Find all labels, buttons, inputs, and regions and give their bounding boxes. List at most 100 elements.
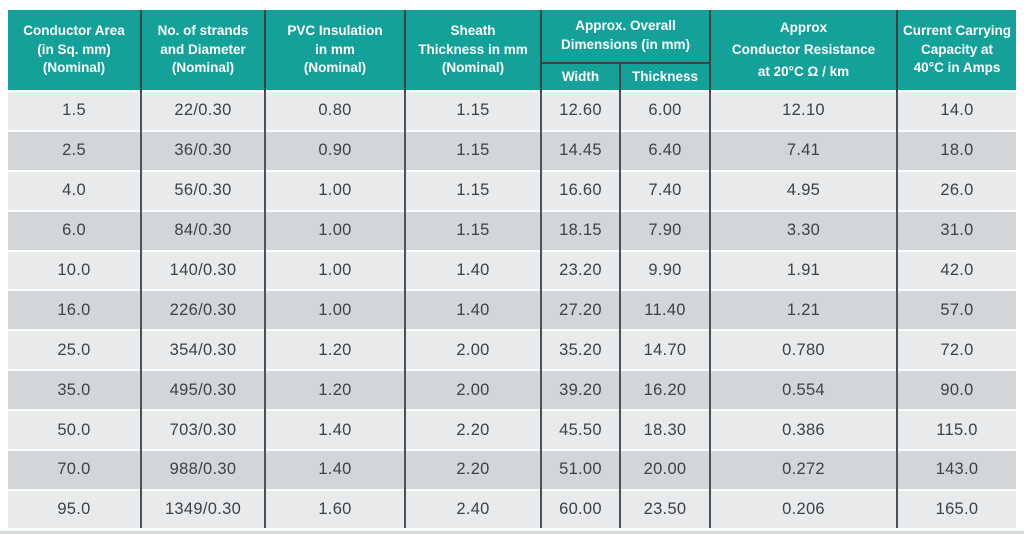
table-cell: 2.20 (404, 409, 541, 451)
table-cell: 57.0 (896, 289, 1017, 331)
table-cell: 115.0 (896, 409, 1017, 451)
col-header-strands-diameter: No. of strands and Diameter (Nominal) (140, 10, 266, 91)
table-cell: 7.90 (618, 209, 711, 251)
table-row: 35.0 495/0.30 1.20 2.00 39.20 16.20 0.554 90.0 (8, 369, 1017, 411)
table-cell: 6.40 (618, 129, 711, 171)
table-cell: 72.0 (896, 329, 1017, 371)
table-cell: 1.15 (404, 90, 541, 131)
table-cell: 26.0 (896, 169, 1017, 211)
table-row: 2.5 36/0.30 0.90 1.15 14.45 6.40 7.41 18.0 (8, 129, 1017, 171)
table-cell: 354/0.30 (140, 329, 265, 371)
page-bottom-edge (0, 531, 1024, 534)
table-cell: 14.0 (896, 90, 1017, 131)
header-row-main: Conductor Area (in Sq. mm) (Nominal) No.… (8, 10, 1017, 91)
table-cell: 1.00 (264, 289, 405, 331)
table-cell: 1.00 (264, 209, 405, 251)
table-cell: 70.0 (8, 449, 141, 490)
table-cell: 2.00 (404, 369, 541, 411)
table-cell: 703/0.30 (140, 409, 265, 451)
col-header-overall-dimensions: Approx. Overall Dimensions (in mm) (539, 10, 712, 63)
table-cell: 16.20 (618, 369, 711, 411)
col-header-conductor-resistance: Approx Conductor Resistance at 20°C Ω / … (709, 10, 899, 91)
table-cell: 90.0 (896, 369, 1017, 411)
table-cell: 1.5 (8, 90, 141, 131)
table-cell: 18.0 (896, 129, 1017, 171)
table-cell: 0.272 (709, 449, 898, 490)
table-cell: 1.40 (264, 409, 405, 451)
table-cell: 1.00 (264, 169, 405, 211)
table-cell: 6.00 (618, 90, 711, 131)
table-cell: 18.15 (540, 209, 620, 251)
table-cell: 95.0 (8, 488, 141, 528)
table-cell: 226/0.30 (140, 289, 265, 331)
table-cell: 1.40 (404, 289, 541, 331)
table-cell: 1.40 (404, 249, 541, 291)
table-cell: 1.40 (264, 449, 405, 490)
cable-spec-table: Conductor Area (in Sq. mm) (Nominal) No.… (8, 10, 1017, 528)
table-cell: 11.40 (618, 289, 711, 331)
table-cell: 22/0.30 (140, 90, 265, 131)
table-cell: 39.20 (540, 369, 620, 411)
table-cell: 1.60 (264, 488, 405, 528)
table-cell: 143.0 (896, 449, 1017, 490)
col-subheader-width: Width (541, 62, 621, 91)
table-cell: 35.20 (540, 329, 620, 371)
table-cell: 2.5 (8, 129, 141, 171)
table-cell: 14.70 (618, 329, 711, 371)
table-cell: 1.00 (264, 249, 405, 291)
table-cell: 16.60 (540, 169, 620, 211)
table-cell: 84/0.30 (140, 209, 265, 251)
table-cell: 23.20 (540, 249, 620, 291)
table-cell: 140/0.30 (140, 249, 265, 291)
table-cell: 23.50 (618, 488, 711, 528)
table-row: 25.0 354/0.30 1.20 2.00 35.20 14.70 0.780 72.0 (8, 329, 1017, 371)
table-cell: 1.21 (709, 289, 898, 331)
table-row: 1.5 22/0.30 0.80 1.15 12.60 6.00 12.10 14.0 (8, 90, 1017, 131)
table-cell: 12.10 (709, 90, 898, 131)
col-header-current-capacity: Current Carrying Capacity at 40°C in Amp… (896, 10, 1017, 91)
col-header-sheath-thickness: Sheath Thickness in mm (Nominal) (404, 10, 542, 91)
table-cell: 20.00 (618, 449, 711, 490)
table-cell: 60.00 (540, 488, 620, 528)
table-cell: 2.20 (404, 449, 541, 490)
col-header-pvc-insulation: PVC Insulation in mm (Nominal) (264, 10, 406, 91)
table-cell: 1.20 (264, 369, 405, 411)
table-cell: 31.0 (896, 209, 1017, 251)
table-cell: 16.0 (8, 289, 141, 331)
table-cell: 10.0 (8, 249, 141, 291)
table-cell: 0.206 (709, 488, 898, 528)
table-row: 95.0 1349/0.30 1.60 2.40 60.00 23.50 0.206 165.… (8, 488, 1017, 528)
table-cell: 14.45 (540, 129, 620, 171)
table-cell: 0.386 (709, 409, 898, 451)
table-cell: 18.30 (618, 409, 711, 451)
table-cell: 25.0 (8, 329, 141, 371)
table-cell: 1.15 (404, 129, 541, 171)
table-cell: 495/0.30 (140, 369, 265, 411)
table-cell: 35.0 (8, 369, 141, 411)
table-cell: 0.780 (709, 329, 898, 371)
table-row: 10.0 140/0.30 1.00 1.40 23.20 9.90 1.91 42.0 (8, 249, 1017, 291)
table-row: 16.0 226/0.30 1.00 1.40 27.20 11.40 1.21 57.0 (8, 289, 1017, 331)
table-body: 1.5 22/0.30 0.80 1.15 12.60 6.00 12.10 14.0 2.5 3… (8, 90, 1017, 528)
table-cell: 4.95 (709, 169, 898, 211)
table-cell: 45.50 (540, 409, 620, 451)
table-cell: 50.0 (8, 409, 141, 451)
table-cell: 56/0.30 (140, 169, 265, 211)
table-cell: 0.80 (264, 90, 405, 131)
table-cell: 9.90 (618, 249, 711, 291)
table-cell: 2.00 (404, 329, 541, 371)
table-cell: 3.30 (709, 209, 898, 251)
table-cell: 51.00 (540, 449, 620, 490)
table-row: 50.0 703/0.30 1.40 2.20 45.50 18.30 0.386 115.0 (8, 409, 1017, 451)
table-cell: 0.554 (709, 369, 898, 411)
col-subheader-thickness: Thickness (618, 62, 711, 91)
table-cell: 27.20 (540, 289, 620, 331)
table-cell: 7.41 (709, 129, 898, 171)
table-row: 6.0 84/0.30 1.00 1.15 18.15 7.90 3.30 31.0 (8, 209, 1017, 251)
col-header-conductor-area: Conductor Area (in Sq. mm) (Nominal) (8, 10, 142, 91)
table-cell: 1.20 (264, 329, 405, 371)
table-cell: 12.60 (540, 90, 620, 131)
table-cell: 36/0.30 (140, 129, 265, 171)
table-cell: 988/0.30 (140, 449, 265, 490)
